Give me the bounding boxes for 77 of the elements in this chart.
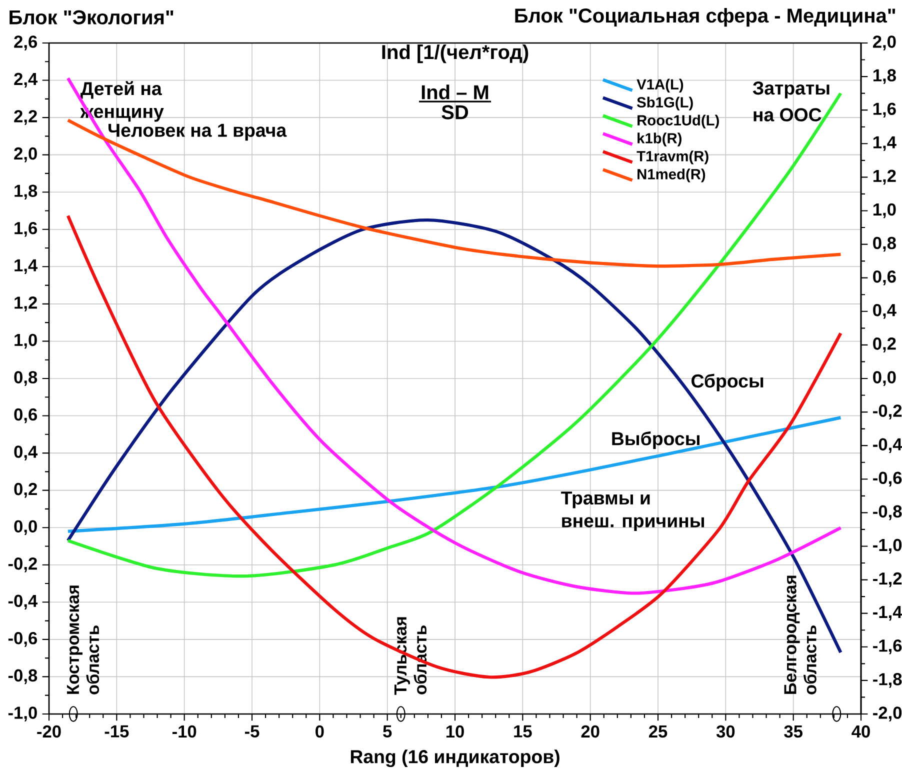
y2-tick-label: 0,2 [873, 338, 896, 352]
annotation: Белгородская область [784, 576, 816, 694]
y2-tick-label: -0,6 [873, 472, 902, 487]
y-tick-label: 1,6 [14, 222, 37, 237]
x-tick-label: 20 [581, 725, 600, 738]
y-tick-label: 2,2 [14, 110, 37, 125]
annotation: Затраты [752, 82, 830, 98]
x-tick-label: -5 [244, 725, 260, 738]
y2-tick-label: 1,8 [873, 69, 896, 84]
annotation: Выбросы [612, 431, 700, 449]
y2-tick-label: 0,8 [873, 236, 896, 252]
y2-tick-label: -1,4 [873, 606, 902, 621]
y-tick-label: 1,2 [14, 296, 37, 312]
y-tick-label: 0,6 [14, 408, 37, 424]
y-tick-label: -0,6 [8, 632, 37, 647]
annotation: Тульская область [394, 617, 427, 695]
legend-label: T1ravm(R) [636, 150, 708, 164]
y2-tick-label: 1,6 [873, 102, 896, 118]
x-tick-label: -10 [172, 725, 196, 738]
y-tick-label: 2,0 [14, 147, 37, 162]
annotation: Человек на 1 врача [108, 124, 287, 141]
annotation: Сбросы [692, 374, 764, 392]
legend-label: Sb1G(L) [636, 96, 693, 110]
legend-label: V1A(L) [636, 78, 684, 92]
y-tick-label: 2,4 [14, 72, 38, 88]
legend-label: N1med(R) [638, 168, 706, 182]
annotation: Травмы и [561, 492, 650, 508]
x-tick-label: 5 [383, 725, 392, 738]
annotation: на ООС [754, 108, 822, 122]
annotation: Детей на [80, 81, 162, 99]
y2-tick-label: 1,4 [873, 136, 896, 151]
x-tick-label: 35 [784, 725, 802, 738]
annotation: Ind – M [422, 84, 488, 100]
annotation: SD [442, 105, 468, 120]
y2-tick-label: -0,2 [873, 404, 902, 420]
y-tick-label: -0,2 [8, 557, 37, 572]
y2-tick-label: 0,0 [873, 371, 896, 386]
y2-tick-label: -0,4 [873, 438, 902, 453]
y2-tick-label: 2,0 [872, 36, 896, 50]
y2-axis-title: Блок "Социальная сфера - Медицина" [515, 8, 896, 27]
y-tick-label: 0,0 [14, 520, 37, 535]
y-tick-label: 1,4 [14, 259, 38, 274]
y-tick-label: -1,0 [8, 706, 37, 722]
y-tick-label: 2,6 [14, 36, 37, 50]
y2-tick-label: -1,8 [873, 673, 902, 688]
x-tick-label: 15 [514, 725, 532, 738]
y-tick-label: 1,8 [14, 184, 38, 200]
y2-tick-label: 1,0 [873, 203, 896, 218]
x-tick-label: 0 [316, 725, 324, 738]
x-tick-label: 30 [716, 725, 735, 738]
y2-tick-label: -1,2 [873, 572, 902, 588]
y-tick-label: 0,2 [14, 482, 37, 498]
y2-tick-label: 1,2 [873, 170, 896, 185]
y2-tick-label: 0,4 [873, 304, 896, 319]
y-tick-label: -0,8 [8, 669, 38, 684]
y2-tick-label: -1,6 [873, 639, 902, 654]
y2-tick-label: -2,0 [873, 706, 902, 722]
x-tick-label: 25 [648, 725, 668, 738]
x-tick-label: 10 [446, 725, 464, 738]
line-series [66, 416, 842, 533]
y-tick-label: 1,0 [14, 334, 37, 349]
x-tick-label: -20 [37, 725, 61, 738]
annotation: внеш. причины [562, 517, 704, 532]
y-tick-label: 0,4 [14, 446, 38, 460]
y2-tick-label: 0,6 [873, 270, 896, 286]
annotation: Костромская область [66, 586, 100, 694]
y-tick-label: 0,8 [14, 371, 38, 386]
x-tick-label: 40 [852, 725, 870, 738]
x-axis-title: Rang (16 индикаторов) [350, 750, 560, 768]
y-tick-label: -0,4 [8, 594, 38, 610]
y-axis-title: Блок "Экология" [10, 10, 174, 24]
legend-label: k1b(R) [638, 132, 682, 146]
legend-label: Rooc1Ud(L) [638, 114, 719, 128]
chart-title: Ind [1/(чел*год) [382, 44, 528, 64]
y2-tick-label: -1,0 [873, 538, 902, 554]
x-tick-label: -15 [104, 725, 129, 738]
y2-tick-label: -0,8 [873, 505, 902, 520]
